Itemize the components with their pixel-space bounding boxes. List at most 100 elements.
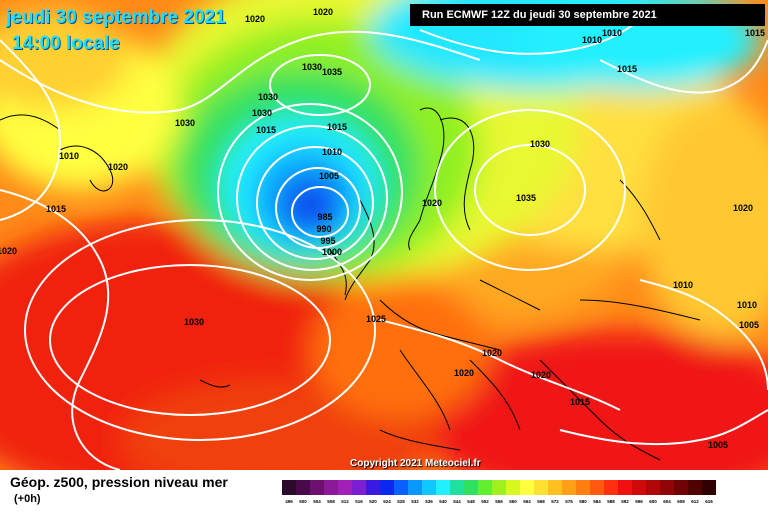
scale-value-label: 576 xyxy=(565,499,573,504)
scale-value-label: 524 xyxy=(383,499,391,504)
scale-value-label: 544 xyxy=(453,499,461,504)
isobar-pressure-label: 1030 xyxy=(184,317,204,327)
scale-value-label: 568 xyxy=(537,499,545,504)
isobar-pressure-label: 1035 xyxy=(516,193,536,203)
isobar-pressure-label: 1015 xyxy=(570,397,590,407)
geopotential-field xyxy=(0,0,768,470)
scale-swatch xyxy=(282,480,296,495)
lead-time-label: (+0h) xyxy=(14,493,41,505)
scale-swatch xyxy=(324,480,338,495)
scale-swatch xyxy=(380,480,394,495)
scale-value-label: 584 xyxy=(593,499,601,504)
isobar-pressure-label: 1035 xyxy=(322,67,342,77)
isobar-pressure-label: 1015 xyxy=(256,125,276,135)
scale-swatch xyxy=(422,480,436,495)
isobars xyxy=(0,19,768,470)
scale-swatch xyxy=(674,480,688,495)
scale-value-label: 572 xyxy=(551,499,559,504)
isobar-pressure-label: 1020 xyxy=(245,14,265,24)
map-date-title: jeudi 30 septembre 2021 xyxy=(6,7,226,28)
isobar-pressure-label: 1020 xyxy=(0,246,17,256)
scale-swatch xyxy=(506,480,520,495)
scale-swatch xyxy=(394,480,408,495)
isobar-pressure-label: 1000 xyxy=(322,247,342,257)
scale-value-label: 504 xyxy=(313,499,321,504)
isobar-pressure-label: 1025 xyxy=(366,314,386,324)
scale-swatch xyxy=(464,480,478,495)
isobar-pressure-label: 1010 xyxy=(673,280,693,290)
scale-value-label: 608 xyxy=(677,499,685,504)
scale-swatch xyxy=(366,480,380,495)
isobar-pressure-label: 1020 xyxy=(733,203,753,213)
isobar-pressure-label: 1030 xyxy=(258,92,278,102)
scale-swatch xyxy=(520,480,534,495)
isobar-pressure-label: 1005 xyxy=(739,320,759,330)
isobar-pressure-label: 1020 xyxy=(454,368,474,378)
isobar-pressure-label: 1005 xyxy=(319,171,339,181)
scale-value-label: 552 xyxy=(481,499,489,504)
isobar-pressure-label: 1020 xyxy=(422,198,442,208)
scale-swatch xyxy=(576,480,590,495)
scale-value-label: 532 xyxy=(411,499,419,504)
scale-value-label: 508 xyxy=(327,499,335,504)
isobar-pressure-label: 1005 xyxy=(708,440,728,450)
isobar-pressure-label: 1020 xyxy=(482,348,502,358)
scale-value-label: 616 xyxy=(705,499,713,504)
run-info-banner: Run ECMWF 12Z du jeudi 30 septembre 2021 xyxy=(410,4,765,26)
isobar-pressure-label: 1015 xyxy=(745,28,765,38)
scale-swatch xyxy=(450,480,464,495)
coastlines xyxy=(0,107,701,461)
isobar-pressure-label: 1030 xyxy=(530,139,550,149)
scale-swatch xyxy=(702,480,716,495)
scale-value-label: 516 xyxy=(355,499,363,504)
scale-swatch xyxy=(478,480,492,495)
isobar-pressure-label: 1010 xyxy=(602,28,622,38)
scale-value-label: 588 xyxy=(607,499,615,504)
isobar-pressure-label: 1020 xyxy=(313,7,333,17)
scale-swatch xyxy=(562,480,576,495)
scale-value-label: 540 xyxy=(439,499,447,504)
scale-value-label: 528 xyxy=(397,499,405,504)
field-description: Géop. z500, pression niveau mer xyxy=(10,474,228,490)
scale-swatch xyxy=(296,480,310,495)
isobar-pressure-label: 1020 xyxy=(108,162,128,172)
scale-swatch xyxy=(338,480,352,495)
scale-value-label: 560 xyxy=(509,499,517,504)
isobar-pressure-label: 1020 xyxy=(531,370,551,380)
scale-swatch xyxy=(688,480,702,495)
scale-value-label: 548 xyxy=(467,499,475,504)
scale-value-label: 500 xyxy=(299,499,307,504)
isobar-pressure-label: 985 xyxy=(317,212,332,222)
scale-swatch xyxy=(436,480,450,495)
scale-swatch xyxy=(492,480,506,495)
scale-swatch xyxy=(646,480,660,495)
scale-value-label: 512 xyxy=(341,499,349,504)
scale-swatch xyxy=(590,480,604,495)
scale-swatch xyxy=(310,480,324,495)
isobar-pressure-label: 1030 xyxy=(252,108,272,118)
scale-value-label: 496 xyxy=(285,499,293,504)
isobar-pressure-label: 1030 xyxy=(175,118,195,128)
color-scale-labels: 496 500 504 508 512 516 520 524 528 532 536 540 544 5… xyxy=(282,499,716,504)
isobar-pressure-label: 1015 xyxy=(327,122,347,132)
scale-value-label: 596 xyxy=(635,499,643,504)
scale-swatch xyxy=(618,480,632,495)
isobar-pressure-label: 1010 xyxy=(582,35,602,45)
isobar-pressure-label: 1010 xyxy=(322,147,342,157)
scale-swatch xyxy=(408,480,422,495)
scale-swatch xyxy=(632,480,646,495)
scale-swatch xyxy=(660,480,674,495)
scale-value-label: 612 xyxy=(691,499,699,504)
scale-value-label: 564 xyxy=(523,499,531,504)
copyright-notice: Copyright 2021 Meteociel.fr xyxy=(350,458,481,469)
scale-swatch xyxy=(548,480,562,495)
scale-value-label: 580 xyxy=(579,499,587,504)
isobar-pressure-label: 1010 xyxy=(59,151,79,161)
scale-value-label: 536 xyxy=(425,499,433,504)
isobar-pressure-label: 1015 xyxy=(46,204,66,214)
scale-swatch xyxy=(604,480,618,495)
isobar-pressure-label: 990 xyxy=(316,224,331,234)
